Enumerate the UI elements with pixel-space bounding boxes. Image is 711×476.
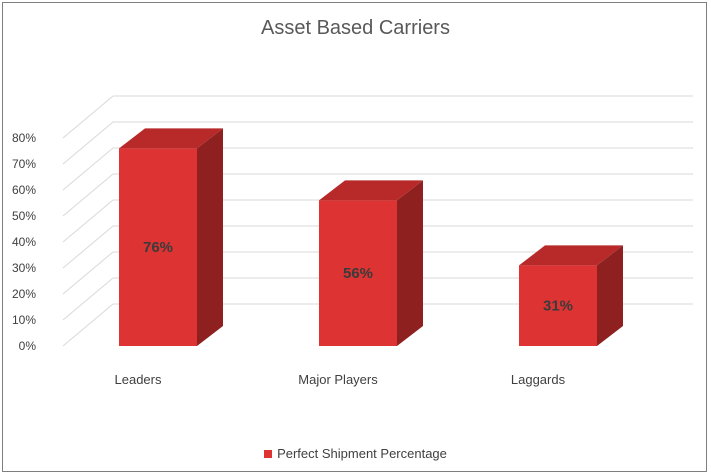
bar-top bbox=[519, 245, 623, 266]
y-tick-label: 50% bbox=[12, 209, 36, 223]
data-label: 56% bbox=[343, 265, 373, 282]
gridline-depth bbox=[62, 95, 114, 139]
gridline-depth bbox=[62, 303, 114, 347]
y-tick-label: 0% bbox=[19, 339, 37, 353]
y-tick-label: 30% bbox=[12, 261, 36, 275]
y-tick-label: 20% bbox=[12, 287, 36, 301]
bar-side bbox=[597, 245, 623, 346]
legend-label: Perfect Shipment Percentage bbox=[277, 446, 447, 461]
gridline-depth bbox=[62, 199, 114, 243]
legend-swatch bbox=[264, 449, 273, 458]
bar-chart: 0% 10% 20% 30% 40% 50% 60% 70% 80% 76% Leaders 56% M… bbox=[12, 95, 693, 387]
gridline-depth bbox=[62, 147, 114, 191]
chart-title: Asset Based Carriers bbox=[261, 17, 450, 39]
y-tick-label: 70% bbox=[12, 157, 36, 171]
data-label: 31% bbox=[543, 298, 573, 315]
bar-front bbox=[319, 200, 397, 346]
bar-side bbox=[197, 128, 223, 346]
data-label: 76% bbox=[143, 239, 173, 256]
gridline-depth bbox=[62, 277, 114, 321]
bar-front bbox=[519, 265, 597, 346]
bar-side bbox=[397, 180, 423, 346]
y-tick-label: 80% bbox=[12, 131, 36, 145]
bar-top bbox=[319, 180, 423, 201]
gridline-depth bbox=[62, 225, 114, 269]
gridline-depth bbox=[62, 251, 114, 295]
bar-top bbox=[119, 128, 223, 149]
gridline-depth bbox=[62, 173, 114, 217]
y-tick-label: 10% bbox=[12, 313, 36, 327]
y-tick-label: 60% bbox=[12, 183, 36, 197]
gridline-depth bbox=[62, 121, 114, 165]
bar-front bbox=[119, 148, 197, 346]
category-label: Laggards bbox=[511, 372, 566, 387]
category-label: Major Players bbox=[298, 372, 378, 387]
legend: Perfect Shipment Percentage bbox=[3, 446, 708, 461]
category-label: Leaders bbox=[115, 372, 162, 387]
y-tick-label: 40% bbox=[12, 235, 36, 249]
chart-frame: Asset Based Carriers 0% 10% 20% 30% 40% 50% 60… bbox=[2, 2, 707, 472]
